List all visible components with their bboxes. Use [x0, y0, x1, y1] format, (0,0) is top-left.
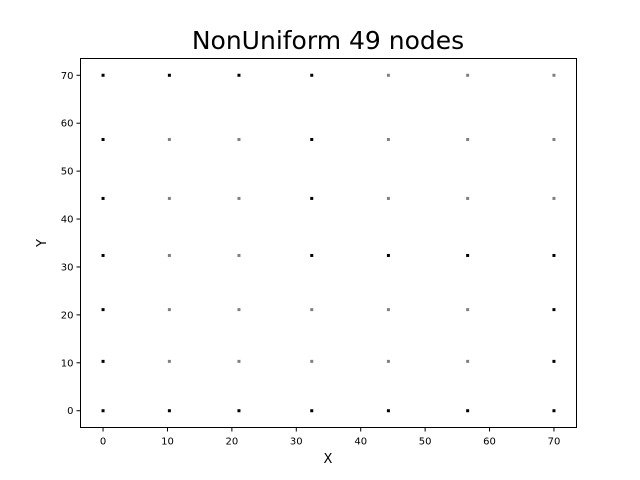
boundary-node-point	[552, 409, 556, 413]
x-axis-label: X	[324, 452, 333, 467]
interior-node-point	[552, 137, 556, 141]
interior-node-point	[167, 196, 171, 200]
boundary-node-point	[386, 409, 390, 413]
interior-node-point	[167, 253, 171, 257]
interior-node-point	[386, 137, 390, 141]
boundary-node-point	[101, 137, 105, 141]
plot-frame	[80, 58, 577, 428]
interior-node-point	[167, 308, 171, 312]
interior-node-point	[386, 73, 390, 77]
boundary-node-point	[466, 409, 470, 413]
interior-node-point	[466, 73, 470, 77]
boundary-node-point	[101, 308, 105, 312]
interior-node-point	[237, 196, 241, 200]
y-tick-label: 10	[61, 358, 74, 369]
boundary-node-point	[101, 196, 105, 200]
x-tick-label: 40	[354, 437, 367, 448]
boundary-node-point	[552, 359, 556, 363]
interior-node-point	[466, 359, 470, 363]
boundary-node-point	[552, 253, 556, 257]
y-tick-label: 40	[61, 215, 74, 226]
boundary-node-point	[237, 409, 241, 413]
boundary-node-point	[552, 308, 556, 312]
interior-node-point	[466, 137, 470, 141]
interior-node-point	[237, 359, 241, 363]
boundary-node-point	[101, 359, 105, 363]
interior-node-point	[466, 196, 470, 200]
boundary-node-point	[310, 196, 314, 200]
boundary-node-point	[310, 409, 314, 413]
boundary-node-point	[101, 409, 105, 413]
x-tick-label: 10	[161, 437, 174, 448]
boundary-node-point	[310, 253, 314, 257]
x-tick-label: 70	[548, 437, 561, 448]
boundary-node-point	[310, 137, 314, 141]
y-axis-ticks: 0 10 20 30 40 50 60 70	[61, 71, 81, 417]
boundary-node-point	[101, 73, 105, 77]
y-axis-label: Y	[35, 239, 50, 248]
x-tick-label: 0	[100, 437, 106, 448]
boundary-node-point	[237, 73, 241, 77]
interior-node-point	[386, 196, 390, 200]
boundary-node-point	[310, 73, 314, 77]
interior-node-point	[310, 308, 314, 312]
x-tick-label: 30	[290, 437, 303, 448]
boundary-node-point	[101, 253, 105, 257]
y-tick-label: 30	[61, 262, 74, 273]
boundary-node-point	[386, 253, 390, 257]
interior-node-point	[167, 137, 171, 141]
x-axis-ticks: 0 10 20 30 40 50 60 70	[100, 427, 561, 448]
y-tick-label: 70	[61, 71, 74, 82]
boundary-node-point	[466, 253, 470, 257]
interior-node-point	[552, 73, 556, 77]
x-tick-label: 50	[419, 437, 432, 448]
interior-node-point	[386, 308, 390, 312]
interior-node-point	[237, 137, 241, 141]
interior-node-point	[466, 308, 470, 312]
y-tick-label: 60	[61, 119, 74, 130]
y-tick-label: 0	[67, 406, 73, 417]
interior-node-point	[237, 253, 241, 257]
boundary-node-point	[167, 73, 171, 77]
interior-node-point	[310, 359, 314, 363]
interior-node-point	[167, 359, 171, 363]
boundary-node-point	[167, 409, 171, 413]
interior-node-point	[386, 359, 390, 363]
x-tick-label: 60	[483, 437, 496, 448]
chart-title: NonUniform 49 nodes	[192, 26, 464, 55]
interior-node-point	[552, 196, 556, 200]
data-points	[101, 73, 556, 413]
interior-node-point	[237, 308, 241, 312]
y-tick-label: 50	[61, 167, 74, 178]
y-tick-label: 20	[61, 310, 74, 321]
x-tick-label: 20	[226, 437, 239, 448]
